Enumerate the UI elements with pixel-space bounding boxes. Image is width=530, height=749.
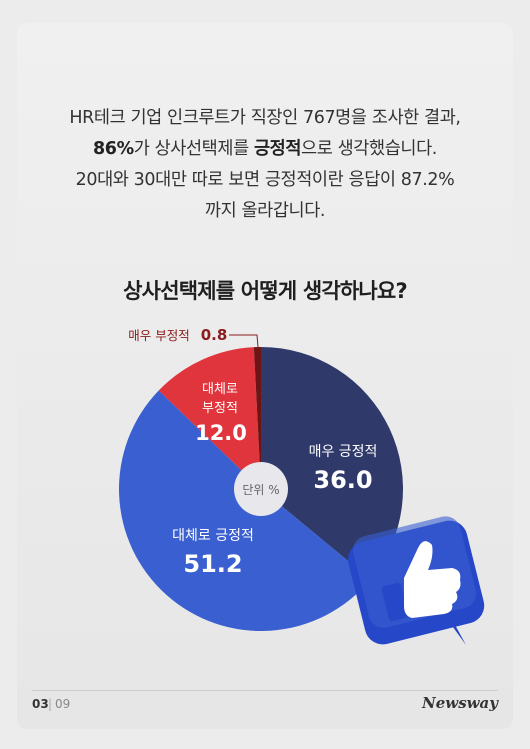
pie-slice-0 (261, 347, 403, 580)
pie-slice-3 (253, 347, 261, 489)
intro-text: HR테크 기업 인크루트가 직장인 767명을 조사한 결과, 86%가 상사선… (0, 103, 530, 227)
pie-slice-1 (119, 390, 371, 631)
slice-label-2-line1: 대체로 (202, 382, 238, 397)
highlight-86: 86% (93, 139, 134, 159)
highlight-positive: 긍정적 (253, 139, 302, 159)
intro-line-2-mid: 가 상사선택제를 (133, 139, 254, 159)
slice-label-2-line2: 부정적 (202, 401, 238, 416)
center-hole (234, 462, 288, 516)
slice-value-2: 12.0 (195, 421, 247, 445)
callout-leader-line (229, 334, 259, 348)
thumbs-up-icon (348, 516, 485, 645)
intro-line-4: 까지 올라갑니다. (204, 201, 326, 221)
intro-line-1: HR테크 기업 인크루트가 직장인 767명을 조사한 결과, (69, 108, 461, 128)
intro-line-3: 20대와 30대만 따로 보면 긍정적이란 응답이 87.2% (75, 170, 455, 190)
chart-title: 상사선택제를 어떻게 생각하나요? (123, 279, 407, 303)
intro-line-2-end: 으로 생각했습니다. (301, 139, 437, 159)
intro-line-2: 86%가 상사선택제를 긍정적으로 생각했습니다. (0, 134, 530, 165)
page-separator: | (48, 697, 53, 711)
slice-value-1: 51.2 (183, 550, 242, 578)
page-total: 09 (55, 697, 71, 711)
slice-label-3: 매우 부정적 (128, 328, 189, 343)
slice-value-3: 0.8 (201, 326, 228, 344)
page-current: 03 (32, 697, 49, 711)
pie-slice-2 (158, 347, 261, 489)
slice-label-1: 대체로 긍정적 (172, 528, 254, 544)
brand-logo: Newsway (422, 694, 498, 712)
footer-divider (32, 690, 498, 691)
slice-value-0: 36.0 (313, 466, 372, 494)
unit-label: 단위 % (242, 483, 279, 497)
slice-label-0: 매우 긍정적 (309, 444, 378, 460)
